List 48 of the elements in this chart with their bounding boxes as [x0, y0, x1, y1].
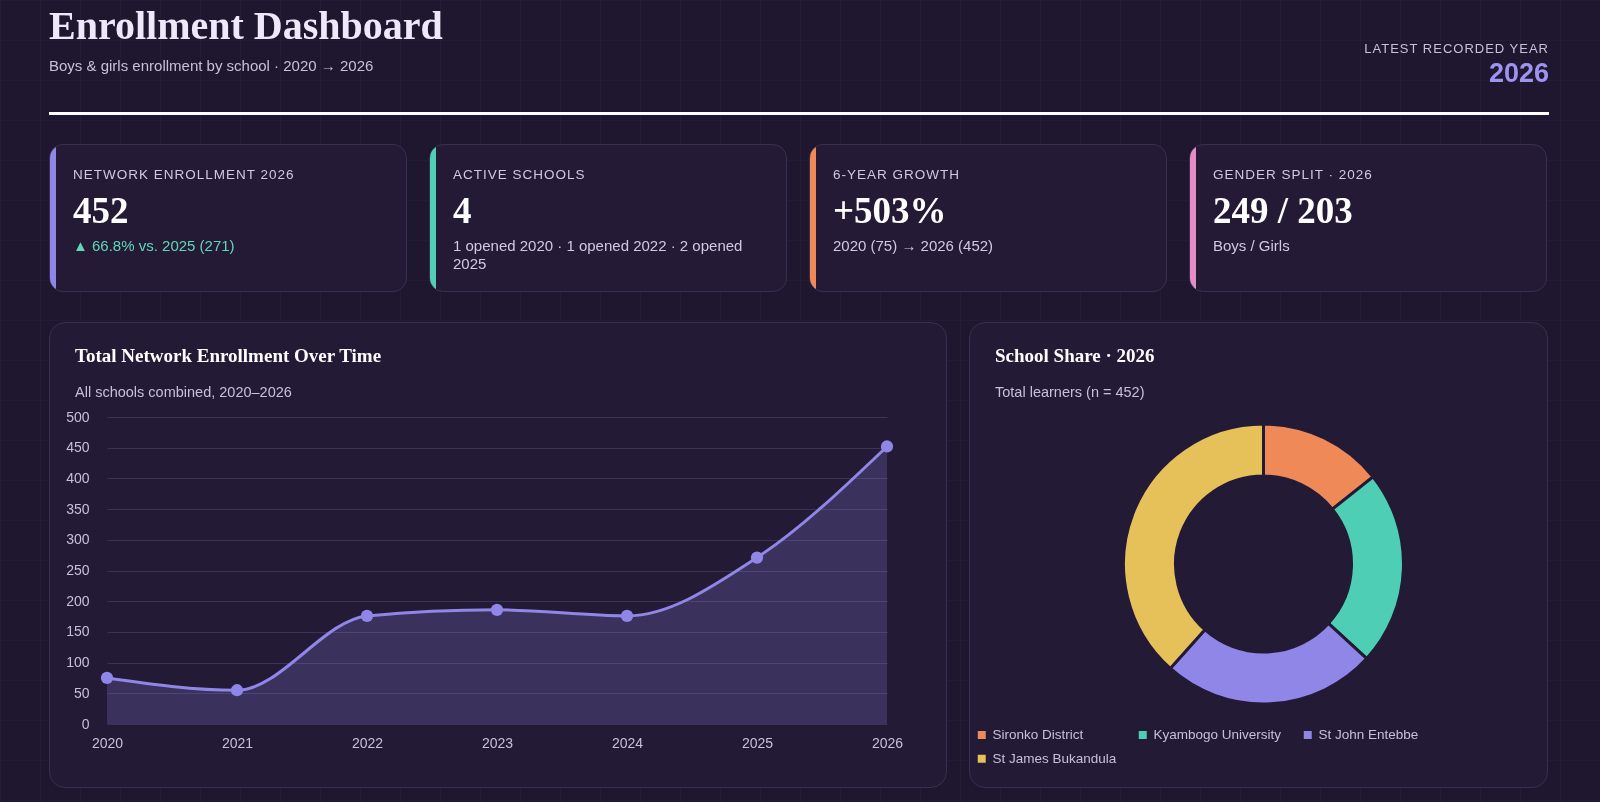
text: 2020 (75) → 2026 (452) [833, 237, 995, 255]
point [750, 551, 764, 564]
legend-label: St John Entebbe [1318, 727, 1419, 742]
text: ACTIVE SCHOOLS [453, 167, 586, 182]
y-tick-label: 0 [81, 715, 90, 732]
text: 6-YEAR GROWTH [833, 167, 961, 182]
legend-label: St James Bukandula [992, 750, 1117, 766]
y-tick-label: 50 [73, 684, 90, 701]
y-tick-label: 200 [66, 592, 90, 609]
chart-subtitle: Total learners (n = 452) [995, 384, 1145, 400]
x-tick-label: 2024 [611, 734, 644, 751]
point [230, 684, 244, 697]
y-tick-label: 250 [66, 562, 90, 578]
y-tick-label: 450 [66, 439, 90, 456]
y-tick-label: 100 [66, 654, 90, 671]
y-tick-label: 350 [66, 500, 90, 517]
x-tick-label: 2025 [741, 734, 774, 751]
text: NETWORK ENROLLMENT 2026 [73, 167, 295, 182]
y-tick-label: 150 [66, 623, 90, 640]
point [490, 603, 504, 616]
text: 452 [73, 189, 129, 232]
x-tick-label: 2022 [351, 734, 384, 751]
chart-title: Total Network Enrollment Over Time [75, 345, 382, 367]
legend-label: Sironko District [992, 727, 1084, 742]
text: Boys & girls enrollment by school · 2020 → 2026 [49, 57, 374, 74]
chart-title: School Share · 2026 [995, 345, 1155, 367]
x-tick-label: 2026 [871, 734, 904, 751]
point [100, 671, 114, 685]
y-tick-label: 400 [66, 469, 90, 486]
point [620, 609, 634, 623]
text: 249 / 203 [1213, 189, 1353, 232]
point [360, 609, 374, 623]
x-tick-label: 2020 [91, 734, 124, 751]
text: Enrollment Dashboard [49, 2, 443, 49]
x-tick-label: 2023 [481, 734, 514, 751]
text: Boys / Girls [1213, 237, 1291, 255]
text: +503% [833, 189, 947, 232]
x-tick-label: 2021 [221, 734, 254, 751]
y-tick-label: 500 [66, 408, 90, 425]
y-tick-label: 300 [66, 531, 90, 548]
legend-label: Kyambogo University [1153, 727, 1282, 742]
text: LATEST RECORDED YEAR [1364, 41, 1549, 56]
text: 4 [453, 189, 472, 232]
text: ▲ 66.8% vs. 2025 (271) [73, 237, 236, 255]
text: GENDER SPLIT · 2026 [1213, 167, 1373, 182]
chart-subtitle: All schools combined, 2020–2026 [75, 384, 292, 400]
text: 1 opened 2020 · 1 opened 2022 · 2 opened 2025 [453, 237, 744, 273]
text: 2026 [1488, 58, 1549, 89]
